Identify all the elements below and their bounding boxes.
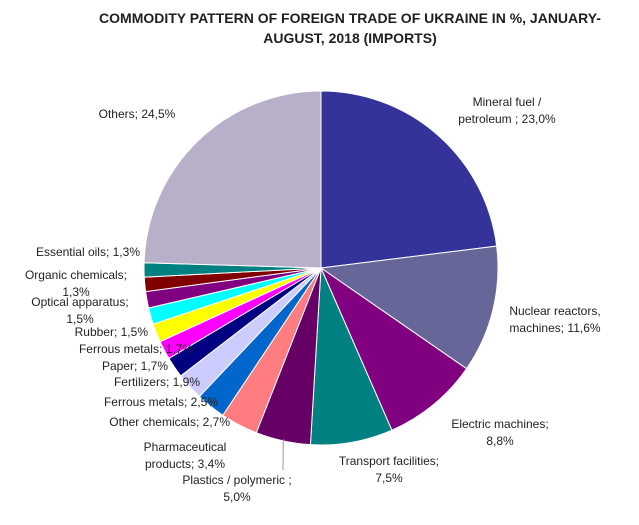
chart-title-line-1: COMMODITY PATTERN OF FOREIGN TRADE OF UK…	[99, 10, 601, 26]
pie-slice-electric-machines	[319, 266, 468, 431]
pie-slice-nuclear-reactors-machines	[319, 245, 499, 370]
slice-label-line: 1,3%	[62, 285, 90, 299]
slice-label: Ferrous metals; 1,7%	[79, 342, 193, 356]
slice-label: Plastics / polymeric ; 5,0%	[182, 473, 291, 504]
pie-slice-others	[143, 90, 322, 269]
slice-label-line: petroleum ; 23,0%	[458, 112, 556, 126]
slice-label-line: 7,5%	[375, 471, 403, 485]
chart-title: COMMODITY PATTERN OF FOREIGN TRADE OF UK…	[80, 8, 620, 48]
slice-label-line: Transport facilities;	[339, 454, 439, 468]
slice-label: Optical apparatus; 1,5%	[31, 295, 128, 326]
slice-labels: Mineral fuel / petroleum ; 23,0% Nuclear r…	[25, 95, 601, 504]
slice-label-line: Electric machines;	[451, 417, 548, 431]
slice-label-line: products; 3,4%	[145, 457, 225, 471]
slice-label-line: Others; 24,5%	[99, 107, 176, 121]
slice-label-line: Essential oils; 1,3%	[36, 245, 140, 259]
slice-label-line: Optical apparatus;	[31, 295, 128, 309]
slice-label: Fertilizers; 1,9%	[114, 375, 200, 389]
slice-label: Pharmaceutical products; 3,4%	[144, 440, 227, 471]
chart-title-line-2: AUGUST, 2018 (IMPORTS)	[263, 30, 437, 46]
slice-label: Rubber; 1,5%	[75, 325, 149, 339]
slice-label-line: Mineral fuel /	[473, 95, 542, 109]
slice-label: Ferrous metals; 2,5%	[104, 395, 218, 409]
slice-label: Paper; 1,7%	[102, 359, 168, 373]
slice-label-line: Organic chemicals;	[25, 268, 127, 282]
pie-slice-mineral-fuel-petroleum	[320, 90, 498, 269]
slice-label-line: Nuclear reactors,	[509, 304, 600, 318]
slice-label-line: 8,8%	[486, 434, 514, 448]
slice-label: Electric machines; 8,8%	[451, 417, 548, 448]
slice-label-line: Paper; 1,7%	[102, 359, 168, 373]
slice-label-line: machines; 11,6%	[509, 321, 600, 335]
slice-label: Other chemicals; 2,7%	[109, 415, 230, 429]
slice-label-line: Pharmaceutical	[144, 440, 227, 454]
slice-label-line: Ferrous metals; 2,5%	[104, 395, 218, 409]
slice-label: Mineral fuel / petroleum ; 23,0%	[458, 95, 556, 126]
pie-slices	[143, 90, 499, 446]
slice-label: Nuclear reactors, machines; 11,6%	[509, 304, 601, 335]
slice-label-line: Ferrous metals; 1,7%	[79, 342, 193, 356]
slice-label-line: Other chemicals; 2,7%	[109, 415, 230, 429]
slice-label: Essential oils; 1,3%	[36, 245, 140, 259]
slice-label: Organic chemicals; 1,3%	[25, 268, 127, 299]
slice-label-line: Plastics / polymeric ;	[182, 473, 291, 487]
slice-label: Transport facilities; 7,5%	[339, 454, 439, 485]
slice-label-line: Rubber; 1,5%	[75, 325, 149, 339]
slice-label-line: 1,5%	[66, 312, 94, 326]
slice-label-line: 5,0%	[223, 490, 251, 504]
slice-label-line: Fertilizers; 1,9%	[114, 375, 200, 389]
slice-label: Others; 24,5%	[99, 107, 176, 121]
